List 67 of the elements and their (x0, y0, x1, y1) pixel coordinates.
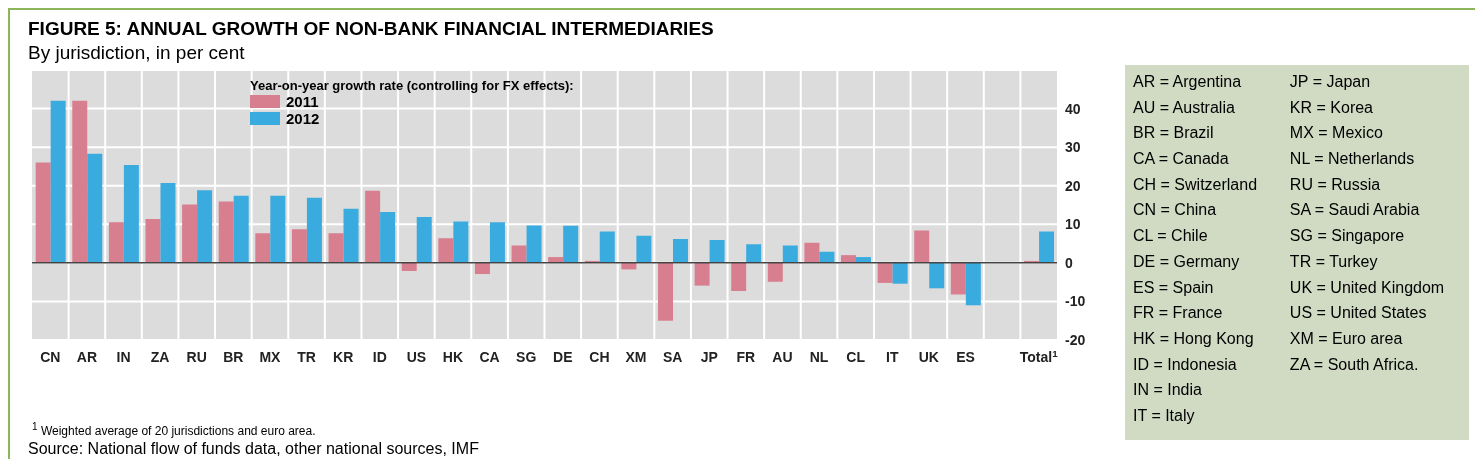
x-tick-label: CL (846, 349, 866, 365)
chart-title: FIGURE 5: ANNUAL GROWTH OF NON-BANK FINANCIAL INTERMEDIARIES (28, 18, 714, 39)
x-tick-label: KR (333, 349, 354, 365)
x-tick-label: DE (553, 349, 573, 365)
x-tick-label: ES (956, 349, 975, 365)
x-tick-label: CN (40, 349, 61, 365)
text: SA = Saudi Arabia (1289, 201, 1420, 219)
x-tick-label: RU (186, 349, 207, 365)
x-tick-label: HK (442, 349, 464, 365)
x-tick-label: UK (918, 349, 939, 365)
text: UK = United Kingdom (1289, 278, 1445, 296)
x-tick-label: FR (736, 349, 756, 365)
text: MX = Mexico (1289, 124, 1383, 142)
text: SG = Singapore (1289, 227, 1405, 245)
text: ES = Spain (1133, 278, 1214, 296)
x-tick-label: TR (297, 349, 316, 365)
text: US = United States (1289, 304, 1427, 322)
x-tick-label: US (406, 349, 427, 365)
text: IT = Italy (1133, 406, 1195, 424)
text: TR = Turkey (1289, 252, 1378, 270)
x-tick-label: XM (625, 349, 647, 365)
y-tick-label: -20 (1065, 331, 1086, 348)
x-tick-label: ZA (150, 349, 170, 365)
y-tick-label: -10 (1065, 293, 1086, 310)
y-tick-label: 0 (1065, 254, 1073, 271)
text: HK = Hong Kong (1133, 329, 1254, 347)
y-tick-label: 40 (1065, 100, 1081, 117)
text: IN = India (1133, 381, 1202, 399)
text: FR = France (1133, 304, 1223, 322)
legend-title: Year-on-year growth rate (controlling for FX effects): (250, 78, 574, 93)
x-tick-label: ID (372, 349, 387, 365)
y-tick-label: 10 (1065, 216, 1081, 233)
x-tick-label: CA (479, 349, 500, 365)
text: RU = Russia (1289, 175, 1381, 193)
x-tick-label: Total$^{1}$ (1019, 347, 1059, 365)
text: $^{1}$ Weighted average of 20 jurisdictions and euro area. (32, 421, 316, 438)
text: AU = Australia (1133, 98, 1235, 116)
source-note: Source: National flow of funds data, other national sources, IMF (28, 440, 479, 457)
x-tick-label: NL (809, 349, 829, 365)
legend-label: 2011 (285, 93, 320, 110)
text: ID = Indonesia (1133, 355, 1237, 373)
x-tick-label: AR (76, 349, 98, 365)
x-tick-label: JP (700, 349, 718, 365)
text: AR = Argentina (1133, 73, 1242, 90)
x-tick-label: AU (772, 349, 793, 365)
x-tick-label: MX (259, 349, 282, 365)
chart-subtitle: By jurisdiction, in per cent (28, 42, 245, 63)
y-tick-label: 30 (1065, 139, 1081, 156)
text: NL = Netherlands (1289, 150, 1415, 168)
x-tick-label: CH (589, 349, 610, 365)
text: CN = China (1133, 201, 1217, 219)
text: KR = Korea (1289, 98, 1374, 116)
x-tick-label: IN (116, 349, 131, 365)
x-tick-label: IT (886, 349, 899, 365)
text: DE = Germany (1133, 252, 1240, 270)
text: CA = Canada (1133, 150, 1229, 168)
text: ZA = South Africa. (1289, 355, 1419, 373)
text: CL = Chile (1133, 227, 1208, 245)
x-tick-label: SG (516, 349, 537, 365)
y-tick-label: 20 (1065, 177, 1081, 194)
text: XM = Euro area (1289, 329, 1403, 347)
x-tick-label: BR (223, 349, 244, 365)
text: BR = Brazil (1133, 124, 1214, 142)
text: JP = Japan (1289, 73, 1371, 90)
legend-label: 2012 (285, 110, 321, 127)
x-tick-label: SA (662, 349, 683, 365)
text: CH = Switzerland (1133, 175, 1258, 193)
